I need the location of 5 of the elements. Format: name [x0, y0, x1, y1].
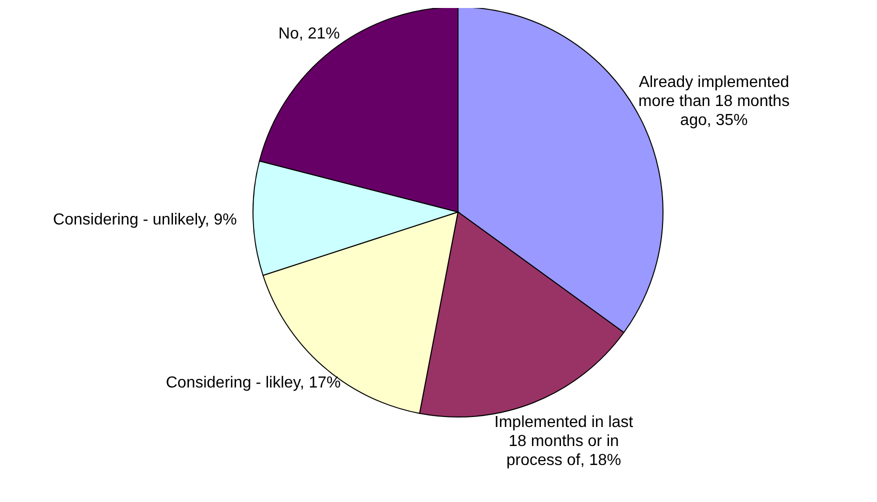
slice-label: Already implemented more than 18 months ago, 35% [638, 74, 790, 130]
slice-label: Implemented in last 18 months or in process of, 18% [494, 414, 634, 469]
slice-label: No, 21% [278, 26, 340, 43]
slice-label: Considering - unlikely, 9% [53, 212, 237, 229]
slice-label: Considering - likley, 17% [166, 374, 341, 392]
